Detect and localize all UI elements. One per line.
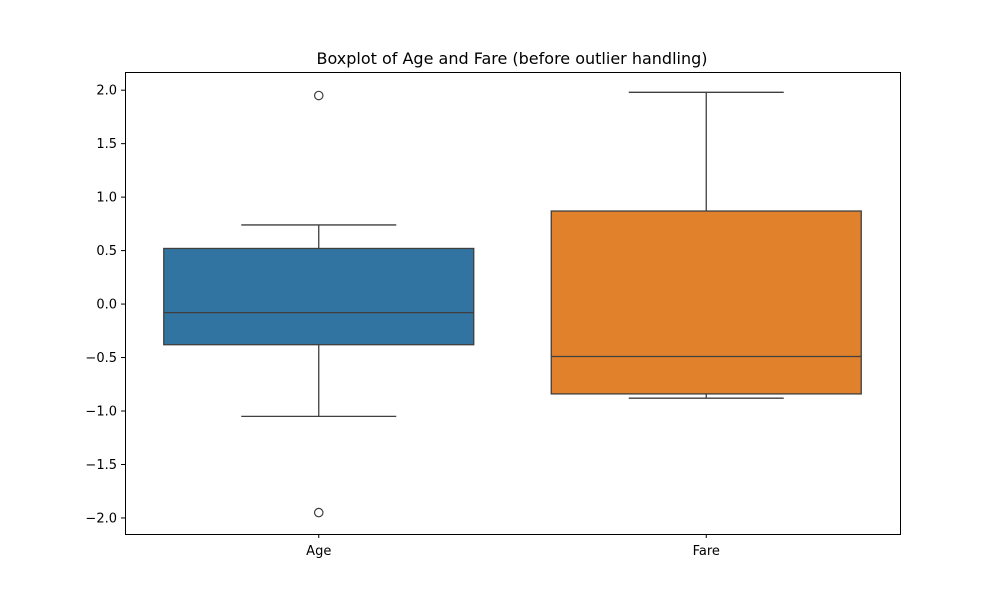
y-tick-label: 1.5 [96,137,117,152]
x-tick-label: Age [306,544,331,559]
box-group-fare [550,91,862,399]
y-tick-label: 0.5 [96,244,117,259]
outlier-point [313,90,324,101]
box-iqr [550,210,862,395]
chart-title: Boxplot of Age and Fare (before outlier … [316,49,707,68]
outlier-point [313,507,324,518]
y-tick-label: 0.0 [96,298,117,313]
y-tick-label: −1.5 [85,458,117,473]
plot-area-frame [125,72,901,535]
plot-marks [163,90,862,518]
y-axis: 2.0 1.5 1.0 0.5 0.0 −0.5 −1.0 −1.5 −2.0 [85,84,125,526]
y-tick-label: −1.0 [85,405,117,420]
y-tick-label: −0.5 [85,351,117,366]
y-tick-label: 2.0 [96,84,117,99]
box-group-age [163,90,475,518]
y-tick-label: 1.0 [96,191,117,206]
box-iqr [163,247,475,346]
x-tick-label: Fare [693,544,720,559]
x-axis: Age Fare [306,534,720,559]
y-tick-label: −2.0 [85,511,117,526]
